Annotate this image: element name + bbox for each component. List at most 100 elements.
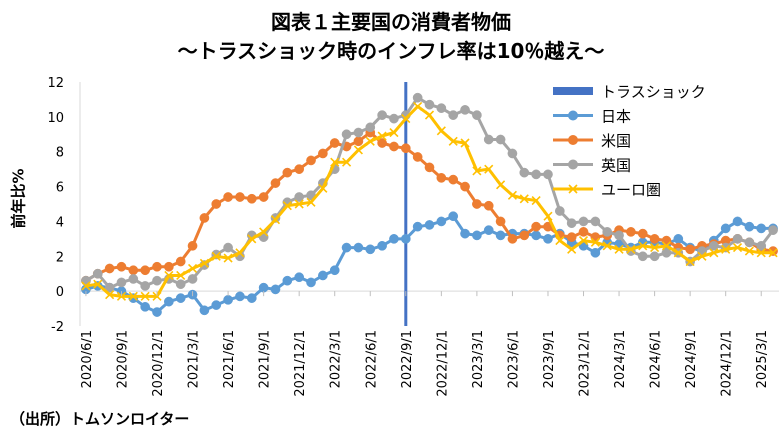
data-point [649, 234, 660, 244]
data-point [472, 199, 482, 209]
data-point [377, 110, 387, 120]
data-point [306, 197, 316, 207]
data-point [519, 194, 529, 204]
data-point [223, 242, 233, 253]
data-point [329, 265, 340, 276]
x-tick-label: 2020/9/1 [115, 330, 130, 388]
data-point [721, 244, 731, 254]
data-point [318, 183, 328, 193]
x-tick-label: 2022/6/1 [364, 330, 379, 388]
data-point [105, 290, 115, 300]
data-point [294, 192, 305, 202]
data-point [567, 244, 577, 254]
x-tick-label: 2023/9/1 [542, 330, 557, 388]
data-point [460, 138, 470, 148]
data-point [187, 274, 198, 284]
data-point [294, 199, 304, 209]
y-tick-label: -2 [51, 320, 64, 335]
data-point [365, 122, 376, 133]
data-point [507, 234, 518, 244]
data-point [353, 242, 364, 253]
data-point [460, 105, 470, 115]
data-point [744, 221, 755, 232]
data-point [448, 174, 459, 185]
data-point [365, 244, 376, 255]
data-point [282, 201, 292, 211]
legend-marker [568, 135, 578, 145]
data-point [673, 234, 684, 244]
data-point [353, 145, 363, 155]
data-point [365, 136, 375, 146]
data-point [175, 256, 186, 267]
data-point [436, 103, 447, 113]
x-tick-label: 2022/9/1 [400, 330, 415, 388]
data-point [81, 275, 91, 286]
data-point [223, 192, 233, 202]
data-point [744, 246, 754, 256]
x-tick-label: 2021/6/1 [222, 330, 237, 388]
data-point [590, 216, 601, 227]
x-tick-label: 2024/9/1 [684, 330, 699, 388]
data-point [412, 152, 423, 162]
data-point [436, 173, 447, 183]
data-point [128, 265, 139, 276]
data-point [602, 227, 613, 237]
data-point [732, 243, 743, 253]
data-point [472, 166, 482, 176]
y-tick-label: 0 [56, 285, 64, 300]
data-point [543, 211, 553, 221]
data-point [175, 279, 186, 290]
data-point [152, 291, 162, 301]
data-point [140, 301, 151, 312]
data-point [259, 227, 269, 237]
data-point [578, 227, 589, 237]
data-point [353, 136, 364, 147]
data-point [329, 138, 340, 148]
data-point [472, 230, 482, 241]
x-tick-label: 2021/9/1 [258, 330, 273, 388]
data-point [661, 247, 672, 258]
source-note: （出所）トムソンロイター [10, 410, 190, 428]
series-layer [81, 82, 778, 326]
data-point [164, 261, 174, 272]
series-1 [81, 211, 778, 317]
x-tick-label: 2022/3/1 [329, 330, 344, 388]
data-point [732, 234, 743, 244]
x-tick-label: 2024/3/1 [613, 330, 628, 388]
legend-label-event: トラスショック [601, 83, 706, 101]
data-point [495, 134, 506, 145]
data-point [377, 131, 387, 141]
legend-marker [568, 159, 578, 170]
x-tick-label: 2023/6/1 [506, 330, 521, 388]
data-point [175, 293, 186, 303]
data-point [235, 291, 245, 302]
data-point [566, 232, 577, 242]
chart-subtitle: ～トラスショック時のインフレ率は10％越え～ [177, 39, 605, 63]
data-point [424, 110, 435, 120]
data-point [626, 227, 636, 237]
data-point [128, 291, 138, 301]
y-tick-label: 4 [56, 215, 64, 230]
data-point [637, 228, 648, 239]
data-point [318, 148, 328, 159]
data-point [495, 230, 506, 241]
data-point [543, 169, 553, 180]
data-point [246, 293, 257, 303]
legend-marker [568, 110, 578, 121]
data-point [187, 240, 198, 251]
data-point [507, 190, 517, 200]
data-point [389, 141, 399, 152]
data-point [235, 192, 245, 202]
data-point [294, 272, 305, 283]
data-point [448, 110, 459, 120]
data-point [401, 114, 411, 124]
data-point [140, 291, 150, 301]
legend-label: 英国 [601, 157, 631, 175]
data-point [294, 164, 305, 174]
data-point [756, 223, 767, 234]
x-tick-label: 2020/6/1 [80, 330, 95, 388]
data-point [650, 243, 660, 253]
data-point [258, 192, 269, 202]
